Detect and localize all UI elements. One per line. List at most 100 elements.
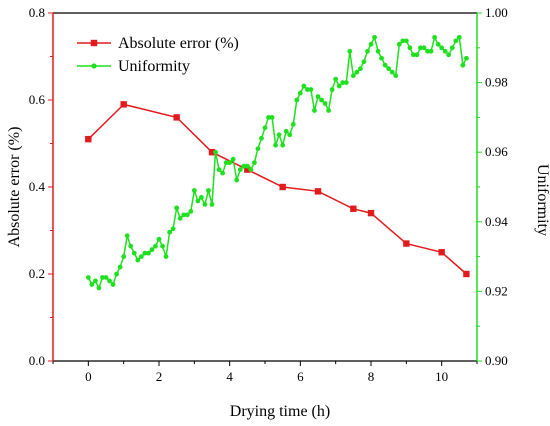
uniformity-point — [142, 250, 148, 256]
uniformity-point — [382, 62, 388, 68]
absolute-error-point — [350, 205, 357, 212]
absolute-error-point — [367, 209, 375, 217]
uniformity-point — [312, 108, 317, 113]
uniformity-point — [336, 83, 342, 89]
uniformity-point — [206, 188, 211, 193]
uniformity-point — [124, 233, 130, 239]
x-tick-label: 10 — [435, 369, 448, 384]
uniformity-point — [446, 52, 452, 58]
absolute-error-point — [279, 183, 286, 191]
uniformity-point — [248, 167, 254, 173]
uniformity-point — [305, 87, 310, 92]
uniformity-point — [103, 275, 109, 280]
uniformity-point — [400, 38, 406, 44]
uniformity-point — [223, 160, 229, 166]
uniformity-point — [350, 73, 356, 79]
uniformity-point — [393, 73, 399, 79]
axes-layer: 0 2 4 6 8 10 0.0 0.2 0.4 0.6 0.8 0.90 0.92 0.94 0.96 0.… — [29, 5, 509, 384]
y-tick-label-left: 0.0 — [29, 353, 45, 368]
uniformity-point — [375, 48, 381, 54]
absolute-error-point — [438, 249, 445, 256]
uniformity-point — [174, 205, 180, 211]
legend-marker-uniformity — [91, 63, 97, 69]
uniformity-point — [439, 45, 445, 51]
uniformity-point — [195, 198, 201, 204]
uniformity-point — [308, 87, 314, 92]
uniformity-point — [117, 264, 123, 270]
y-tick-label-right: 0.94 — [485, 214, 508, 229]
uniformity-point — [114, 271, 119, 277]
uniformity-point — [156, 236, 162, 242]
uniformity-point — [209, 202, 215, 207]
uniformity-point — [449, 45, 455, 51]
absolute-error-point — [173, 114, 180, 121]
uniformity-point — [121, 254, 127, 259]
uniformity-point — [297, 90, 303, 96]
uniformity-point — [220, 170, 226, 176]
uniformity-point — [379, 55, 384, 61]
uniformity-point — [333, 76, 339, 82]
uniformity-point — [153, 243, 158, 249]
uniformity-point — [128, 243, 134, 249]
uniformity-point — [266, 115, 271, 120]
uniformity-point — [287, 132, 293, 138]
uniformity-point — [396, 41, 402, 47]
x-tick-label: 8 — [368, 369, 375, 384]
uniformity-point — [411, 52, 416, 58]
uniformity-point — [276, 132, 282, 138]
uniformity-point — [202, 202, 208, 207]
uniformity-point — [435, 41, 441, 47]
uniformity-point — [464, 55, 469, 61]
uniformity-point — [354, 69, 360, 75]
uniformity-point — [149, 247, 155, 253]
x-tick-label: 4 — [226, 369, 233, 384]
legend-marker-absolute-error — [90, 39, 98, 47]
uniformity-point — [241, 163, 247, 169]
uniformity-point — [365, 48, 370, 54]
legend-label-absolute-error: Absolute error (%) — [118, 35, 239, 52]
y-tick-label-right: 0.96 — [485, 144, 508, 159]
uniformity-point — [230, 156, 236, 162]
uniformity-point — [421, 45, 427, 51]
y-tick-label-right: 1.00 — [485, 5, 508, 20]
x-tick-label: 2 — [156, 369, 163, 384]
legend-label-uniformity: Uniformity — [118, 58, 190, 75]
uniformity-point — [425, 48, 430, 54]
uniformity-point — [315, 94, 321, 99]
uniformity-point — [259, 135, 264, 141]
uniformity-point — [96, 285, 102, 291]
y-tick-label-left: 0.8 — [29, 5, 45, 20]
absolute-error-point — [403, 240, 410, 247]
uniformity-point — [107, 278, 112, 284]
uniformity-point — [453, 38, 459, 44]
uniformity-point — [294, 97, 300, 103]
uniformity-point — [414, 52, 420, 58]
uniformity-point — [89, 282, 95, 287]
uniformity-point — [234, 177, 240, 183]
uniformity-point — [403, 38, 409, 44]
y-tick-label-left: 0.4 — [29, 179, 46, 194]
x-tick-label: 6 — [297, 369, 304, 384]
y-axis-label-right: Uniformity — [534, 164, 550, 236]
uniformity-point — [273, 142, 278, 148]
uniformity-point — [290, 121, 296, 127]
uniformity-point — [213, 149, 218, 155]
uniformity-point — [199, 195, 204, 200]
uniformity-point — [170, 226, 176, 232]
uniformity-point — [368, 41, 374, 47]
uniformity-point — [361, 59, 367, 65]
uniformity-point — [191, 188, 197, 193]
uniformity-point — [181, 212, 187, 218]
x-axis-label: Drying time (h) — [230, 403, 330, 420]
absolute-error-line — [87, 103, 467, 275]
uniformity-point — [100, 275, 105, 280]
uniformity-point — [163, 254, 169, 259]
uniformity-point — [283, 128, 289, 134]
uniformity-point — [280, 142, 286, 148]
uniformity-point — [255, 146, 261, 152]
y-axis-label-left: Absolute error (%) — [6, 127, 23, 248]
uniformity-point — [110, 282, 116, 287]
absolute-error-point — [314, 188, 322, 195]
